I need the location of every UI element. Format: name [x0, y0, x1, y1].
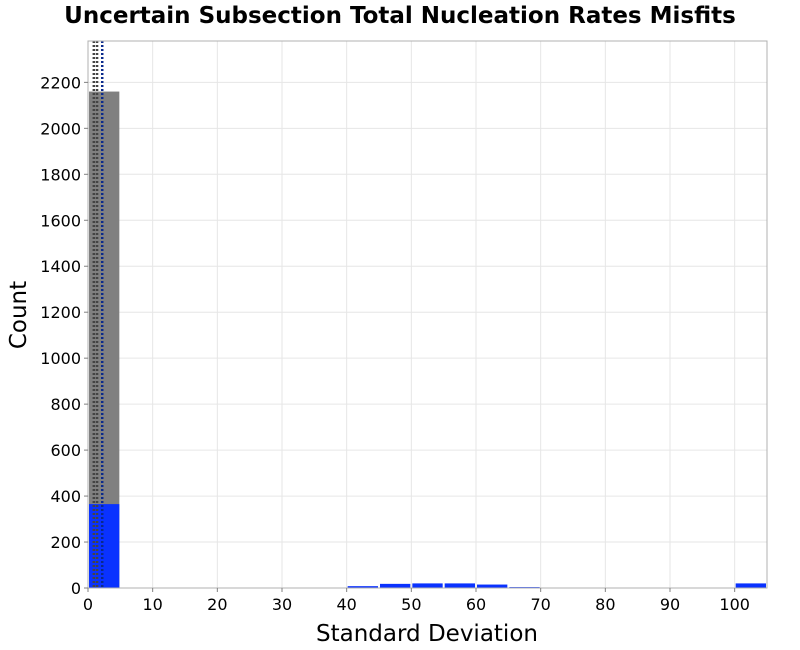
histogram-bar	[735, 583, 766, 588]
plot-frame	[87, 40, 768, 589]
y-tick-label: 1200	[40, 303, 81, 322]
x-tick-label: 100	[719, 595, 750, 614]
x-tick-label: 20	[207, 595, 227, 614]
y-tick-label: 2000	[40, 119, 81, 138]
histogram-bar	[412, 583, 443, 588]
reference-lines	[92, 41, 104, 588]
grid	[87, 41, 767, 589]
bars	[89, 91, 766, 589]
x-tick-label: 90	[660, 595, 680, 614]
x-tick-label: 60	[466, 595, 486, 614]
x-tick-label: 40	[336, 595, 356, 614]
y-tick-label: 800	[50, 395, 81, 414]
y-tick-label: 2200	[40, 73, 81, 92]
x-axis-ticks: 0 10 20 30 40 50 60 70 80 90 100	[83, 588, 750, 614]
histogram-bar	[347, 586, 378, 588]
y-tick-label: 600	[50, 441, 81, 460]
y-tick-label: 1000	[40, 349, 81, 368]
x-tick-label: 80	[595, 595, 615, 614]
y-tick-label: 0	[71, 579, 81, 598]
x-tick-label: 30	[272, 595, 292, 614]
y-axis-label: Count	[6, 281, 32, 349]
x-tick-label: 50	[401, 595, 421, 614]
x-tick-label: 10	[142, 595, 162, 614]
histogram-bar	[477, 584, 508, 588]
histogram-bar	[444, 583, 475, 588]
y-tick-label: 200	[50, 533, 81, 552]
x-axis-label: Standard Deviation	[316, 621, 538, 647]
y-axis-ticks: 0 200 400 600 800 1000 1200 1400 1600 1800 2000 220…	[40, 73, 88, 598]
x-tick-label: 70	[530, 595, 550, 614]
x-tick-label: 0	[83, 595, 93, 614]
y-tick-label: 1600	[40, 211, 81, 230]
y-tick-label: 400	[50, 487, 81, 506]
y-tick-label: 1800	[40, 165, 81, 184]
chart-title: Uncertain Subsection Total Nucleation Ra…	[64, 3, 736, 29]
y-tick-label: 1400	[40, 257, 81, 276]
histogram-bar	[380, 583, 411, 588]
